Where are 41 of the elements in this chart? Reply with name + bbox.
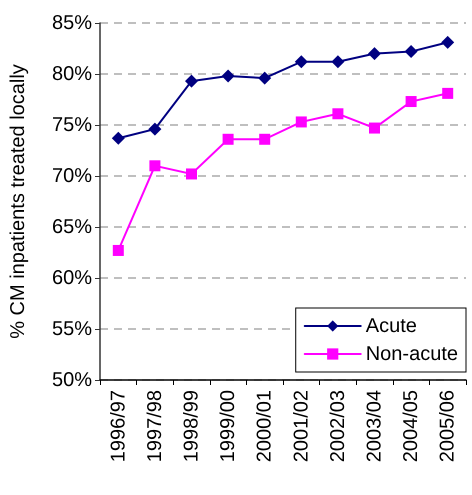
y-tick-label: 50% bbox=[52, 369, 92, 391]
point bbox=[294, 55, 308, 68]
x-tick-label: 2004/05 bbox=[400, 390, 422, 462]
point bbox=[112, 132, 125, 145]
x-tick-label: 1999/00 bbox=[217, 390, 240, 462]
point bbox=[185, 74, 198, 88]
x-tick-label: 2001/02 bbox=[290, 390, 312, 462]
point bbox=[296, 116, 307, 128]
x-tick-label: 2003/04 bbox=[364, 390, 386, 462]
point bbox=[222, 70, 235, 83]
y-tick-label: 80% bbox=[52, 63, 92, 85]
x-tick-label: 1998/99 bbox=[180, 390, 202, 462]
point bbox=[441, 36, 454, 49]
point bbox=[369, 122, 380, 134]
x-tick-label: 2002/03 bbox=[326, 390, 349, 462]
point bbox=[186, 168, 197, 180]
point bbox=[259, 134, 270, 145]
point bbox=[112, 244, 124, 256]
x-tick-label: 1997/98 bbox=[144, 390, 166, 462]
legend-label: Acute bbox=[366, 315, 417, 337]
x-tick-label: 2000/01 bbox=[254, 390, 276, 462]
point bbox=[404, 45, 418, 58]
point bbox=[222, 134, 234, 145]
point bbox=[148, 122, 162, 136]
y-tick-label: 65% bbox=[52, 216, 92, 238]
point bbox=[442, 88, 454, 99]
point bbox=[332, 108, 344, 120]
y-axis-title: % CM inpatients treated locally bbox=[7, 64, 29, 339]
y-tick-label: 85% bbox=[52, 12, 92, 34]
y-tick-label: 55% bbox=[52, 318, 92, 340]
point bbox=[368, 47, 381, 60]
point bbox=[258, 72, 272, 85]
point bbox=[149, 160, 160, 172]
point bbox=[406, 96, 417, 108]
x-tick-label: 1996/97 bbox=[107, 390, 130, 462]
legend-label: Non-acute bbox=[366, 343, 458, 365]
y-tick-label: 70% bbox=[52, 165, 92, 187]
x-tick-label: 2005/06 bbox=[436, 390, 459, 462]
y-tick-label: 75% bbox=[52, 114, 92, 136]
y-tick-label: 60% bbox=[52, 267, 92, 289]
point bbox=[331, 55, 344, 68]
